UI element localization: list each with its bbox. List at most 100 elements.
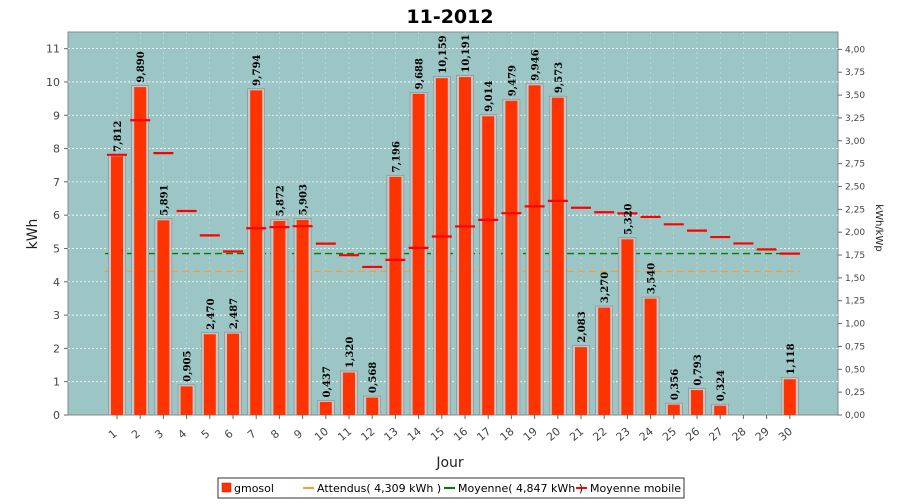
x-tick-label: 25 — [660, 425, 679, 444]
bar-value-label: 2,083 — [577, 311, 588, 342]
x-tick-label: 14 — [405, 425, 424, 444]
x-tick-label: 11 — [335, 425, 354, 444]
x-tick-label: 8 — [268, 427, 282, 441]
bar-fill — [644, 298, 657, 415]
moving-average-marks — [107, 119, 800, 269]
bar-value-label: 5,872 — [275, 185, 286, 216]
bar-fill — [598, 307, 611, 415]
legend-label-moyenne: Moyenne( 4,847 kWh ) — [458, 482, 583, 495]
bar-fill — [319, 401, 332, 415]
y-tick-label: 9 — [53, 109, 60, 122]
legend-label-gmosol: gmosol — [234, 482, 274, 495]
x-tick-label: 7 — [245, 427, 259, 441]
x-tick-label: 12 — [358, 425, 377, 444]
x-tick-label: 3 — [152, 427, 166, 441]
x-tick-label: 6 — [222, 427, 236, 441]
bar-value-label: 9,688 — [415, 58, 426, 89]
bar-fill — [551, 97, 564, 415]
bar-fill — [714, 405, 727, 415]
chart-title: 11-2012 — [406, 6, 493, 28]
x-axis: 1 2 3 4 5 6 7 8 9 10 11 12 13 14 15 16 17 18 19 20 21 22 23 24 2… — [106, 415, 795, 444]
legend-label-moyenne-mobile: Moyenne mobile — [590, 482, 681, 495]
y2-tick-label: 2,25 — [845, 205, 865, 215]
bar-fill — [157, 220, 170, 415]
bar-value-label: 9,946 — [531, 49, 542, 80]
x-tick-label: 2 — [129, 427, 143, 441]
y2-tick-label: 2,00 — [845, 228, 865, 238]
y-axis-label: kWh — [25, 219, 41, 250]
y2-tick-label: 3,75 — [845, 68, 865, 78]
y-axis-left: 0 1 2 3 4 5 6 7 8 9 10 11 — [46, 43, 68, 422]
bar-value-label: 9,794 — [252, 54, 263, 85]
y-tick-label: 11 — [46, 43, 60, 56]
bar-value-label: 2,470 — [206, 298, 217, 329]
bar-value-label: 2,487 — [229, 298, 240, 329]
bar-fill — [134, 87, 147, 416]
y2-axis-label: kWh/kWp — [873, 204, 884, 251]
y-tick-label: 10 — [46, 76, 60, 89]
bar-value-label: 10,191 — [461, 34, 472, 72]
x-tick-label: 23 — [614, 425, 633, 444]
bar-value-label: 0,324 — [716, 370, 727, 401]
bar-value-label: 3,540 — [647, 263, 658, 294]
bar-value-label: 7,196 — [391, 141, 402, 172]
bar-value-label: 0,905 — [183, 351, 194, 382]
y-tick-label: 5 — [53, 242, 60, 255]
bar-fill — [528, 85, 541, 416]
legend-label-attendus: Attendus( 4,309 kWh ) — [317, 482, 441, 495]
bar-value-label: 5,891 — [159, 184, 170, 215]
x-tick-label: 16 — [451, 425, 470, 444]
bar-value-label: 5,320 — [623, 203, 634, 234]
bar-fill — [435, 78, 448, 415]
x-tick-label: 26 — [683, 425, 702, 444]
bar-fill — [111, 156, 123, 416]
bar-fill — [412, 93, 425, 416]
x-tick-label: 5 — [199, 427, 213, 441]
x-tick-label: 10 — [312, 425, 331, 444]
bar-fill — [783, 379, 796, 415]
bar-fill — [227, 333, 239, 415]
y2-tick-label: 0,50 — [845, 365, 865, 375]
y-tick-label: 8 — [53, 143, 60, 156]
y-tick-label: 2 — [53, 342, 60, 355]
bar-value-label: 9,573 — [554, 62, 565, 93]
reference-lines — [105, 252, 800, 273]
x-tick-label: 1 — [106, 427, 120, 441]
y2-tick-label: 3,50 — [845, 91, 865, 101]
bar-value-label: 0,793 — [693, 354, 704, 385]
bar-value-labels: 7,812 9,890 5,891 0,905 2,470 2,487 9,794 5,872… — [113, 34, 797, 401]
x-tick-label: 24 — [637, 425, 656, 444]
bar-fill — [667, 404, 680, 415]
bar-value-label: 7,812 — [113, 120, 124, 151]
y2-tick-label: 1,75 — [845, 251, 865, 261]
x-tick-label: 18 — [498, 425, 517, 444]
x-tick-label: 15 — [428, 425, 447, 444]
x-tick-label: 22 — [590, 425, 609, 444]
bar-fill — [273, 220, 286, 415]
y-tick-label: 6 — [53, 209, 60, 222]
y-tick-label: 1 — [53, 376, 60, 389]
bar-value-label: 9,479 — [507, 65, 518, 96]
x-tick-label: 21 — [567, 425, 586, 444]
bar-fill — [575, 347, 587, 415]
bar-value-label: 1,118 — [786, 343, 797, 374]
x-tick-label: 9 — [291, 427, 305, 441]
bar-fill — [459, 77, 471, 415]
bar-fill — [203, 334, 216, 415]
y2-tick-label: 4,00 — [845, 45, 865, 55]
bar-value-label: 9,014 — [484, 80, 495, 111]
bar-fill — [366, 397, 379, 415]
legend-swatch-gmosol — [221, 482, 232, 493]
y-tick-label: 0 — [53, 409, 60, 422]
bar-value-label: 0,437 — [322, 366, 333, 397]
y2-tick-label: 3,25 — [845, 114, 865, 124]
bar-fill — [691, 390, 703, 415]
bar-fill — [180, 386, 193, 415]
bar-fill — [250, 90, 263, 416]
y2-tick-label: 1,00 — [845, 320, 865, 330]
y2-tick-label: 0,00 — [845, 411, 865, 421]
bar-value-label: 5,903 — [299, 184, 310, 215]
y2-tick-label: 2,50 — [845, 182, 865, 192]
